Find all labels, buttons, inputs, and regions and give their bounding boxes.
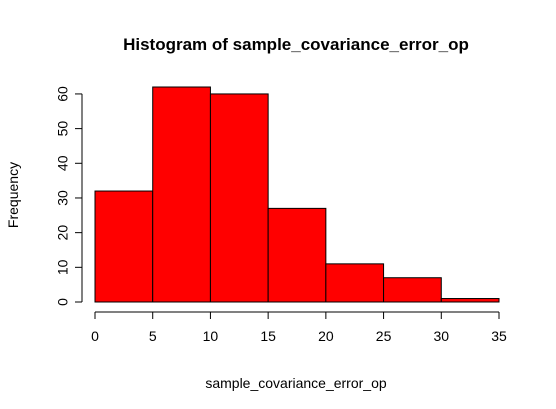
y-tick-label: 30 xyxy=(55,190,71,206)
y-tick-label: 20 xyxy=(55,225,71,241)
x-tick-label: 15 xyxy=(260,328,276,344)
y-tick-label: 0 xyxy=(55,298,71,306)
y-tick-label: 50 xyxy=(55,121,71,137)
bar-25-30 xyxy=(383,277,442,303)
x-axis-ticks: 0 5 10 15 20 25 30 35 xyxy=(91,312,507,344)
x-tick-label: 35 xyxy=(491,328,507,344)
y-tick-label: 40 xyxy=(55,155,71,171)
bar-30-35 xyxy=(440,298,500,303)
bar-0-5 xyxy=(94,190,154,303)
x-tick-label: 5 xyxy=(149,328,157,344)
x-tick-label: 20 xyxy=(318,328,334,344)
y-tick-label: 60 xyxy=(55,86,71,102)
y-axis-ticks: 0 10 20 30 40 50 60 xyxy=(55,86,82,306)
bar-20-25 xyxy=(325,263,385,303)
x-tick-label: 10 xyxy=(203,328,219,344)
y-axis-label: Frequency xyxy=(5,162,21,228)
bars-group xyxy=(94,86,500,303)
chart-title: Histogram of sample_covariance_error_op xyxy=(123,35,469,54)
x-tick-label: 25 xyxy=(376,328,392,344)
x-tick-label: 30 xyxy=(433,328,449,344)
bar-5-10 xyxy=(152,86,211,303)
bar-10-15 xyxy=(209,93,269,303)
x-tick-label: 0 xyxy=(91,328,99,344)
y-tick-label: 10 xyxy=(55,259,71,275)
x-axis-label: sample_covariance_error_op xyxy=(205,375,387,391)
bar-15-20 xyxy=(267,207,327,303)
